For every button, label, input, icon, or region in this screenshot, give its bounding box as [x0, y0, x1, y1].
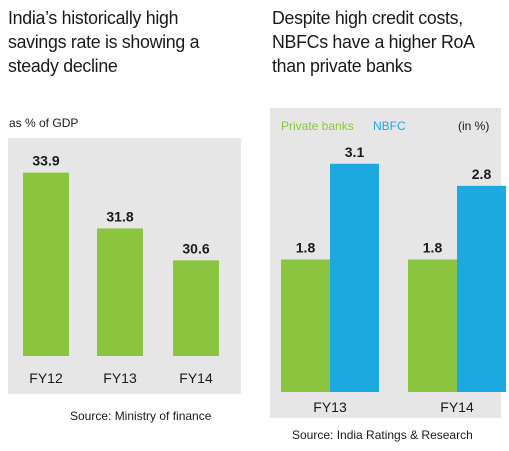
roa-title-line-2: NBFCs have a higher RoA	[272, 31, 475, 52]
data-label-private-banks-fy14: 1.8	[423, 239, 443, 255]
savings-source: Source: Ministry of finance	[70, 409, 212, 423]
x-tick-fy13: FY13	[103, 370, 137, 386]
savings-title-line-1: India’s historically high	[8, 7, 179, 28]
bar-fy13	[97, 228, 143, 356]
roa-plot-area: 1.8 3.1 FY13 1.8 2.8 FY14 Private banks NBFC …	[270, 108, 506, 418]
data-label-fy14: 30.6	[182, 240, 209, 256]
roa-chart-title: Despite high credit costs, NBFCs have a …	[272, 6, 498, 78]
x-tick-fy13: FY13	[313, 399, 347, 415]
data-label-fy13: 31.8	[106, 208, 133, 224]
bar-private-banks-fy13	[281, 259, 330, 392]
savings-chart-title: India’s historically high savings rate i…	[8, 6, 238, 78]
roa-title-line-3: than private banks	[272, 55, 412, 76]
data-label-nbfc-fy14: 2.8	[472, 166, 492, 182]
bar-nbfc-fy14	[457, 185, 506, 392]
data-label-nbfc-fy13: 3.1	[345, 144, 365, 160]
savings-title-line-2: savings rate is showing a	[8, 31, 200, 52]
roa-source: Source: India Ratings & Research	[292, 428, 473, 442]
bar-nbfc-fy13	[330, 163, 379, 392]
x-tick-fy14: FY14	[440, 399, 474, 415]
legend-nbfc: NBFC	[373, 119, 406, 133]
roa-unit-label: (in %)	[458, 119, 490, 133]
savings-title-line-3: steady decline	[8, 55, 118, 76]
roa-title-line-1: Despite high credit costs,	[272, 7, 463, 28]
savings-bar-chart: 33.9 FY12 31.8 FY13 30.6 FY14	[23, 153, 219, 386]
savings-rate-panel: India’s historically high savings rate i…	[0, 0, 250, 451]
bar-fy14	[173, 260, 219, 356]
data-label-private-banks-fy13: 1.8	[296, 239, 316, 255]
x-tick-fy14: FY14	[179, 370, 213, 386]
x-tick-fy12: FY12	[29, 370, 63, 386]
roa-bar-chart: 1.8 3.1 FY13 1.8 2.8 FY14	[281, 144, 506, 415]
data-label-fy12: 33.9	[32, 153, 59, 169]
bar-private-banks-fy14	[408, 259, 457, 392]
savings-unit-label: as % of GDP	[9, 116, 79, 130]
roa-panel: Despite high credit costs, NBFCs have a …	[262, 0, 509, 451]
legend-private-banks: Private banks	[281, 119, 354, 133]
savings-plot-area: 33.9 FY12 31.8 FY13 30.6 FY14	[8, 138, 241, 394]
bar-fy12	[23, 172, 69, 356]
